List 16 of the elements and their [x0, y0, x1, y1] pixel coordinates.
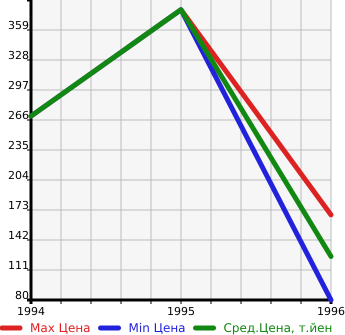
- y-tick-label: 235: [8, 138, 29, 152]
- y-tick-label: 204: [8, 168, 29, 182]
- legend-label: Min Цена: [128, 321, 186, 335]
- y-tick-label: 80: [15, 288, 29, 302]
- y-tick-label: 297: [8, 78, 29, 92]
- x-tick-label: 1995: [167, 304, 195, 318]
- legend-label: Сред.Цена, т.йен: [224, 321, 332, 335]
- x-tick-label: 1996: [317, 304, 345, 318]
- legend-label: Max Цена: [30, 321, 91, 335]
- y-tick-label: 359: [8, 18, 29, 32]
- y-tick-label: 142: [8, 228, 29, 242]
- y-tick-label: 328: [8, 48, 29, 62]
- y-tick-label: 266: [8, 108, 29, 122]
- y-tick-label: 173: [8, 198, 29, 212]
- x-tick-label: 1994: [17, 304, 45, 318]
- y-tick-label: 111: [8, 258, 29, 272]
